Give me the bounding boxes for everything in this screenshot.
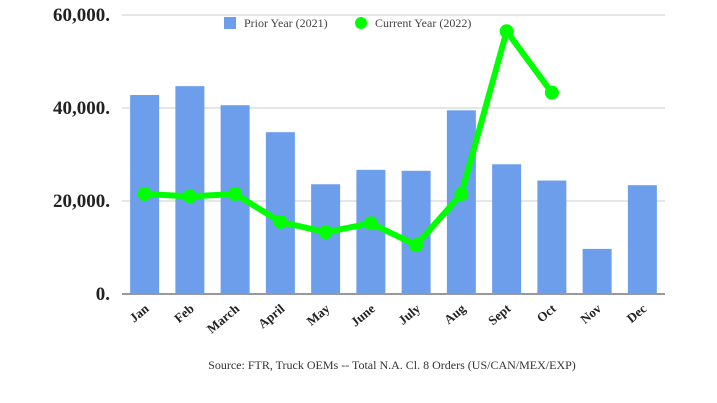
x-tick-label: June <box>348 301 378 330</box>
y-tick-label: 60,000. <box>53 5 110 26</box>
legend: Prior Year (2021) Current Year (2022) <box>224 16 471 30</box>
bar <box>582 248 612 294</box>
line-point <box>363 216 378 231</box>
x-tick-label: April <box>255 301 288 332</box>
x-tick-label: Dec <box>624 301 650 326</box>
bar <box>627 185 657 294</box>
bar <box>356 169 386 294</box>
line-point <box>318 225 333 240</box>
legend-label-prior-year: Prior Year (2021) <box>244 16 328 30</box>
bar <box>537 180 567 294</box>
line-point <box>137 187 152 202</box>
legend-swatch-prior-year <box>224 17 236 29</box>
series-line <box>141 28 555 249</box>
x-tick-label: Aug <box>441 300 469 327</box>
x-tick-label: Sept <box>485 300 514 328</box>
y-axis-tick-labels: 0. 20,000. 40,000. 60,000. <box>53 5 110 305</box>
y-tick-label: 0. <box>96 284 110 305</box>
line-point <box>409 238 424 253</box>
x-tick-label: Oct <box>534 300 560 325</box>
gridlines <box>122 14 665 295</box>
x-tick-label: March <box>204 300 243 336</box>
line-point <box>454 187 469 202</box>
chart-caption: Source: FTR, Truck OEMs -- Total N.A. Cl… <box>208 358 576 372</box>
x-tick-label: May <box>304 300 333 328</box>
y-tick-label: 20,000. <box>53 191 110 212</box>
line-series-current-year <box>137 24 559 253</box>
line-point <box>544 85 559 100</box>
line-point <box>182 189 197 204</box>
line-point <box>228 187 243 202</box>
bar <box>492 164 522 294</box>
legend-label-current-year: Current Year (2022) <box>375 16 471 30</box>
legend-swatch-current-year <box>355 17 367 29</box>
line-point <box>273 214 288 229</box>
x-tick-label: Jan <box>126 300 152 325</box>
bar-series-prior-year <box>130 86 657 295</box>
line-point <box>499 24 514 39</box>
x-tick-label: July <box>395 300 423 327</box>
x-tick-label: Nov <box>577 300 604 326</box>
x-axis-tick-labels: Jan Feb March April May June July Aug Sept Oct Nov… <box>126 300 649 336</box>
x-tick-label: Feb <box>171 301 197 326</box>
y-tick-label: 40,000. <box>53 98 110 119</box>
